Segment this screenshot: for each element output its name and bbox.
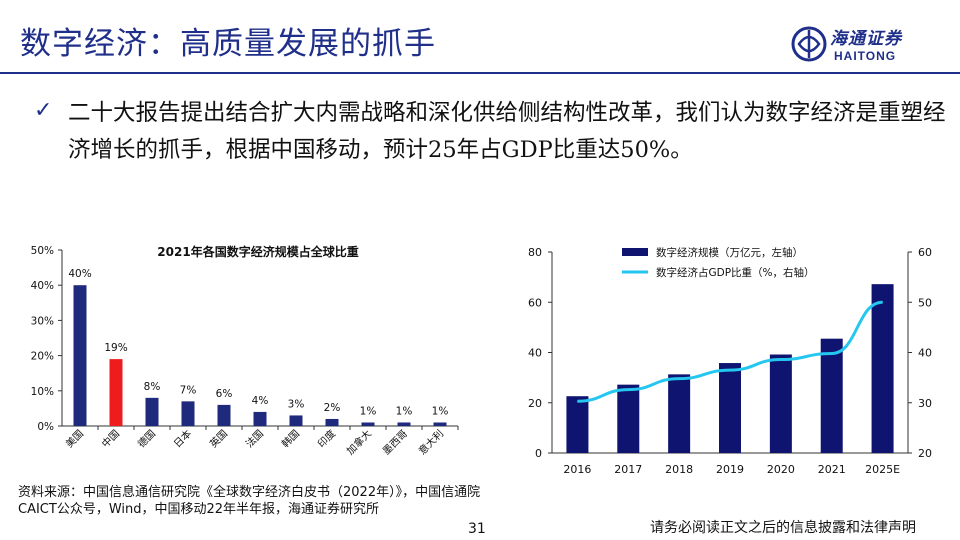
header-divider	[0, 72, 960, 74]
y-tick-label: 50%	[31, 245, 54, 257]
x-tick-label: 2018	[665, 463, 693, 476]
bar-2025E	[871, 284, 894, 453]
legend-bar-label: 数字经济规模（万亿元，左轴）	[656, 246, 803, 259]
x-tick-label: 2017	[614, 463, 642, 476]
left-tick-label: 40	[528, 347, 542, 360]
gdp-share-point-2020	[780, 359, 782, 361]
bar-7	[325, 418, 339, 426]
right-tick-label: 50	[918, 296, 932, 309]
legal-disclaimer: 请务必阅读正文之后的信息披露和法律声明	[650, 520, 916, 536]
bar-value-label: 7%	[180, 384, 197, 396]
x-tick-label: 印度	[315, 427, 338, 450]
x-tick-label: 2025E	[865, 463, 900, 476]
bar-value-label: 2%	[324, 402, 341, 414]
gdp-share-point-2018	[678, 378, 680, 380]
bar-5	[253, 411, 267, 426]
bar-2017	[617, 384, 640, 453]
left-tick-label: 20	[528, 397, 542, 410]
global-share-chart: 2021年各国数字经济规模占全球比重 0% 10% 20% 30% 40% 50% 40% 美国…	[18, 238, 468, 477]
china-digital-economy-chart: 0 20 40 60 80 20 30 40 50 60 2016 2017 2018 2019 2020 2…	[510, 238, 950, 482]
left-tick-label: 80	[528, 246, 542, 259]
bar-2016	[566, 396, 589, 453]
y-tick-label: 30%	[31, 315, 54, 327]
haitong-emblem-icon	[791, 26, 827, 62]
bar-value-label: 1%	[432, 405, 449, 417]
legend-line-label: 数字经济占GDP比重（%，右轴）	[656, 266, 815, 279]
checkmark-icon: ✓	[34, 98, 53, 123]
bar-1	[109, 359, 123, 426]
bar-6	[289, 415, 303, 426]
bar-value-label: 8%	[144, 381, 161, 393]
page-title: 数字经济：高质量发展的抓手	[20, 26, 436, 62]
x-tick-label: 墨西哥	[380, 428, 410, 458]
x-tick-label: 2021	[818, 463, 846, 476]
bar-4	[217, 404, 231, 426]
gdp-share-point-2016	[576, 400, 578, 402]
bar-2018	[668, 374, 691, 453]
right-tick-label: 60	[918, 246, 932, 259]
bar-2021	[820, 338, 843, 453]
bar-value-label: 6%	[216, 388, 233, 400]
global-share-chart-svg: 2021年各国数字经济规模占全球比重 0% 10% 20% 30% 40% 50% 40% 美国…	[31, 244, 459, 458]
y-tick-label: 20%	[31, 351, 54, 363]
logo-name-cn: 海通证券	[830, 29, 902, 49]
x-tick-label: 日本	[171, 427, 194, 450]
x-tick-label: 德国	[135, 427, 158, 450]
bar-2019	[719, 363, 741, 453]
x-tick-label: 加拿大	[344, 427, 374, 457]
right-tick-label: 20	[918, 447, 932, 460]
left-tick-label: 60	[528, 296, 542, 309]
bar-8	[361, 422, 375, 426]
gdp-share-point-2019	[729, 369, 731, 371]
y-tick-label: 10%	[31, 386, 54, 398]
page-number: 31	[468, 521, 486, 537]
x-tick-label: 2016	[563, 463, 591, 476]
right-tick-label: 30	[918, 397, 932, 410]
x-tick-label: 中国	[99, 427, 122, 450]
bar-value-label: 3%	[288, 398, 305, 410]
x-tick-label: 2020	[767, 463, 795, 476]
logo-name-en: HAITONG	[834, 49, 897, 63]
bar-10	[433, 422, 447, 426]
right-tick-label: 40	[918, 347, 932, 360]
x-tick-label: 韩国	[279, 427, 302, 450]
bar-value-label: 1%	[360, 405, 377, 417]
bar-0	[73, 285, 87, 426]
gdp-share-point-2021	[831, 353, 833, 355]
gdp-share-point-2017	[627, 389, 629, 391]
left-tick-label: 0	[535, 447, 542, 460]
bar-9	[397, 422, 411, 426]
bar-value-label: 1%	[396, 405, 413, 417]
chart-title: 2021年各国数字经济规模占全球比重	[157, 244, 358, 259]
gdp-share-point-2025E	[882, 301, 884, 303]
y-tick-label: 40%	[31, 280, 54, 292]
x-tick-label: 英国	[207, 427, 230, 450]
bar-value-label: 40%	[68, 268, 91, 280]
x-tick-label: 法国	[243, 427, 266, 450]
bar-value-label: 4%	[252, 395, 269, 407]
x-tick-label: 意大利	[416, 427, 446, 457]
bar-2	[145, 397, 159, 426]
x-tick-label: 美国	[63, 427, 86, 450]
china-digital-economy-chart-svg: 0 20 40 60 80 20 30 40 50 60 2016 2017 2018 2019 2020 2…	[528, 246, 932, 476]
x-tick-label: 2019	[716, 463, 744, 476]
haitong-logo: 海通证券 HAITONG	[790, 22, 940, 68]
source-note: 资料来源：中国信息通信研究院《全球数字经济白皮书（2022年）》，中国信通院CA…	[18, 485, 481, 517]
legend-bar-swatch	[622, 248, 648, 256]
key-point-text: 二十大报告提出结合扩大内需战略和深化供给侧结构性改革，我们认为数字经济是重塑经济…	[68, 100, 946, 163]
y-tick-label: 0%	[37, 421, 54, 433]
bar-value-label: 19%	[104, 342, 127, 354]
bar-2020	[769, 354, 792, 453]
bar-3	[181, 401, 195, 426]
